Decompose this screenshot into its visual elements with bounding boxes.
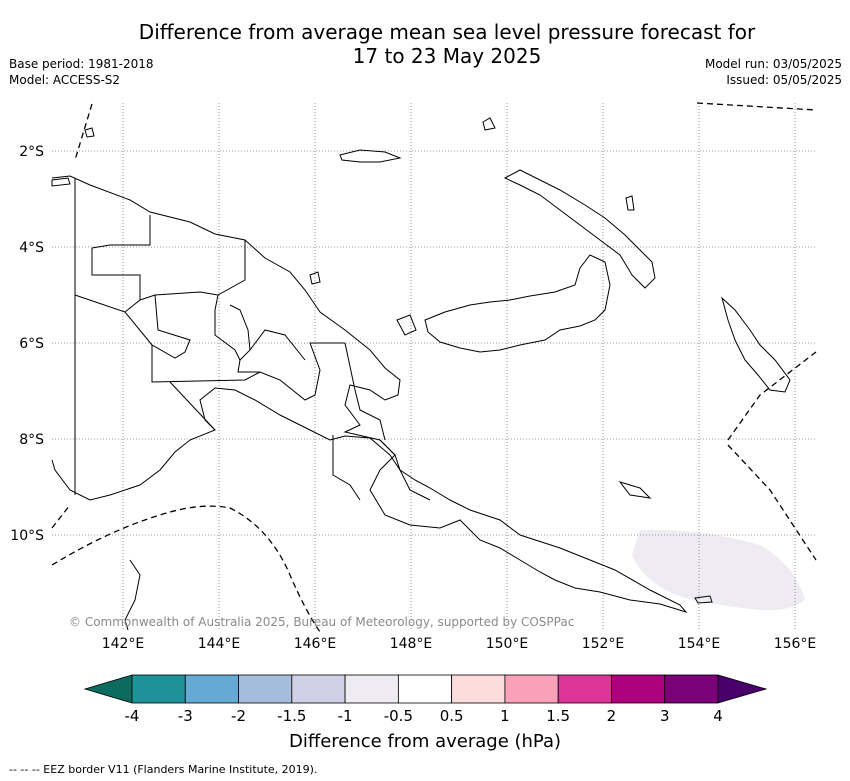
- colorbar-tick-label: 2: [607, 707, 617, 725]
- colorbar-segment: [291, 674, 346, 704]
- graticule: [52, 103, 816, 630]
- meta-right: Model run: 03/05/2025 Issued: 05/05/2025: [705, 56, 842, 88]
- colorbar-segment: [664, 674, 719, 704]
- new-ireland-coast: [503, 169, 656, 289]
- lat-label: 2°S: [19, 144, 44, 160]
- lat-label: 8°S: [19, 432, 44, 448]
- colorbar-segment: [397, 674, 453, 704]
- colorbar: -4 -3 -2 -1.5 -1 -0.5 0.5 1 1.5 2 3 4: [83, 674, 768, 725]
- lon-label: 156°E: [774, 636, 817, 652]
- colorbar-tick-label: -0.5: [384, 707, 413, 725]
- lon-label: 150°E: [486, 636, 529, 652]
- meta-left: Base period: 1981-2018 Model: ACCESS-S2: [9, 56, 154, 88]
- colorbar-segment: [451, 674, 506, 704]
- eez-borders: [51, 102, 817, 633]
- lon-label: 144°E: [198, 636, 241, 652]
- colorbar-segment: [557, 674, 612, 704]
- base-period-text: Base period: 1981-2018: [9, 57, 154, 71]
- colorbar-segment: [184, 674, 239, 704]
- new-britain-coast: [424, 254, 611, 353]
- colorbar-segment: [611, 674, 666, 704]
- colorbar-tick-label: 1: [500, 707, 510, 725]
- colorbar-tick-label: -1: [338, 707, 353, 725]
- chart-title: Difference from average mean sea level p…: [100, 20, 794, 68]
- colorbar-segment: [131, 674, 186, 704]
- pressure-anomaly-region: [632, 529, 805, 611]
- lon-label: 142°E: [102, 636, 145, 652]
- lon-label: 152°E: [582, 636, 625, 652]
- colorbar-tick-label: -3: [178, 707, 193, 725]
- colorbar-tick-label: -1.5: [277, 707, 306, 725]
- colorbar-tick-label: 0.5: [440, 707, 464, 725]
- lon-label: 148°E: [390, 636, 433, 652]
- lat-label: 6°S: [19, 336, 44, 352]
- colorbar-segment: [238, 674, 293, 704]
- title-line-1: Difference from average mean sea level p…: [138, 20, 756, 44]
- colorbar-label: Difference from average (hPa): [288, 731, 562, 752]
- lon-label: 154°E: [678, 636, 721, 652]
- colorbar-extend-high: [717, 674, 768, 704]
- colorbar-tick-label: -2: [231, 707, 246, 725]
- colorbar-segment: [344, 674, 399, 704]
- model-text: Model: ACCESS-S2: [9, 73, 121, 87]
- colorbar-tick-label: 1.5: [546, 707, 570, 725]
- colorbar-tick-label: 4: [713, 707, 723, 725]
- issued-text: Issued: 05/05/2025: [726, 73, 842, 87]
- colorbar-segment: [504, 674, 559, 704]
- latitude-labels: 2°S 4°S 6°S 8°S 10°S: [10, 144, 44, 544]
- copyright-text: © Commonwealth of Australia 2025, Bureau…: [69, 615, 574, 629]
- lat-label: 4°S: [19, 240, 44, 256]
- new-guinea-coast: [51, 175, 688, 613]
- lat-label: 10°S: [10, 528, 44, 544]
- lon-label: 146°E: [294, 636, 337, 652]
- colorbar-extend-low: [83, 674, 133, 704]
- eez-footnote: -- -- -- EEZ border V11 (Flanders Marine…: [9, 763, 318, 776]
- title-line-2: 17 to 23 May 2025: [352, 44, 542, 68]
- model-run-text: Model run: 03/05/2025: [704, 57, 842, 71]
- colorbar-tick-label: 3: [660, 707, 670, 725]
- colorbar-tick-label: -4: [125, 707, 140, 725]
- longitude-labels: 142°E 144°E 146°E 148°E 150°E 152°E 154°…: [102, 636, 817, 652]
- bougainville-coast: [721, 296, 791, 393]
- coastlines: [51, 117, 791, 631]
